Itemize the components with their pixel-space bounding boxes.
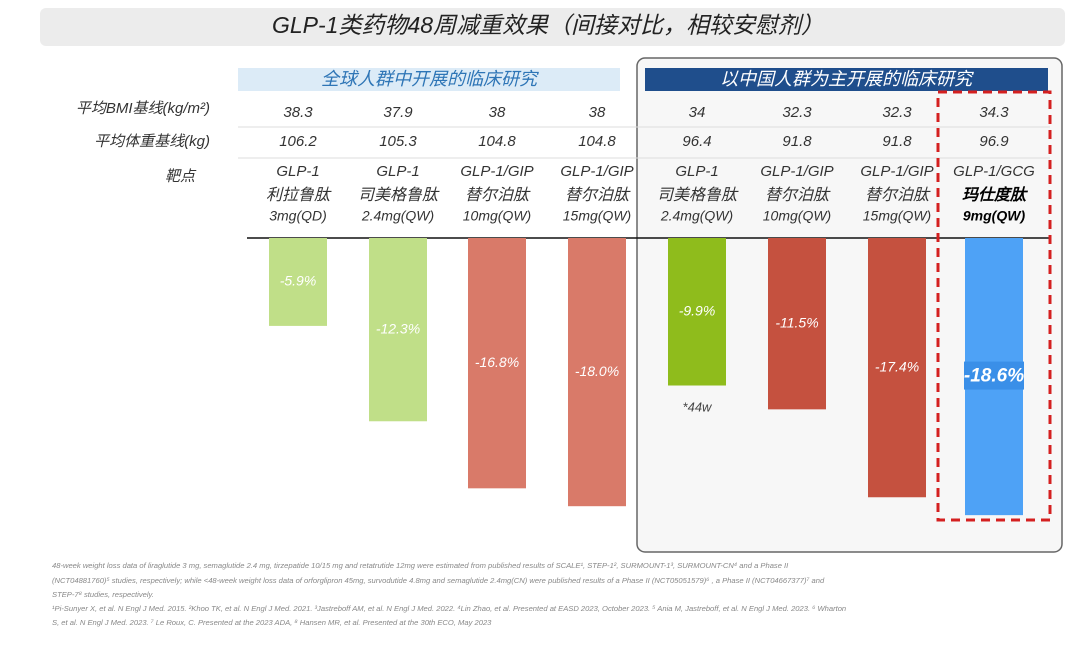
title-band [40, 8, 1065, 46]
bar [768, 238, 826, 410]
weight-cell: 105.3 [379, 133, 417, 150]
weight-cell: 96.4 [682, 133, 711, 150]
drug-name: 替尔泊肽 [765, 186, 831, 204]
drug-dose: 2.4mg(QW) [660, 208, 733, 224]
drug-name: 司美格鲁肽 [657, 186, 739, 204]
bar [369, 238, 427, 422]
target-cell: GLP-1 [376, 163, 419, 180]
value-label: -11.5% [775, 314, 818, 330]
target-cell: GLP-1/GIP [560, 163, 633, 180]
bmi-cell: 38 [589, 104, 606, 121]
bar [568, 238, 626, 507]
value-label: -18.6% [964, 366, 1024, 387]
bar [269, 238, 327, 326]
drug-name: 玛仕度肽 [962, 186, 1029, 204]
bmi-cell: 34.3 [979, 104, 1009, 121]
weight-cell: 91.8 [882, 133, 912, 150]
weight-cell: 106.2 [279, 133, 317, 150]
bar [468, 238, 526, 489]
value-label: -18.0% [575, 363, 619, 379]
target-cell: GLP-1/GIP [460, 163, 533, 180]
annotation: *44w [683, 399, 714, 414]
drug-name: 替尔泊肽 [465, 186, 531, 204]
weight-cell: 96.9 [979, 133, 1009, 150]
group-label: 全球人群中开展的临床研究 [321, 69, 539, 89]
drug-dose: 2.4mg(QW) [361, 208, 434, 224]
drug-dose: 10mg(QW) [463, 208, 531, 224]
target-cell: GLP-1/GIP [760, 163, 833, 180]
target-cell: GLP-1 [276, 163, 319, 180]
drug-dose: 3mg(QD) [269, 208, 327, 224]
row-label: 平均BMI基线(kg/m²) [76, 100, 210, 117]
bar [868, 238, 926, 498]
bmi-cell: 38.3 [283, 104, 313, 121]
bmi-cell: 37.9 [383, 104, 413, 121]
row-label: 靶点 [165, 168, 197, 185]
value-label: -16.8% [475, 354, 519, 370]
bar [668, 238, 726, 386]
weight-cell: 104.8 [578, 133, 616, 150]
group-label: 以中国人群为主开展的临床研究 [720, 69, 974, 89]
value-label: -17.4% [875, 358, 919, 374]
value-label: -12.3% [376, 320, 420, 336]
bmi-cell: 34 [689, 104, 706, 121]
drug-name: 替尔泊肽 [865, 186, 931, 204]
bmi-cell: 38 [489, 104, 506, 121]
drug-dose: 15mg(QW) [563, 208, 631, 224]
weight-cell: 104.8 [478, 133, 516, 150]
label-bg [964, 361, 1024, 390]
bmi-cell: 32.3 [782, 104, 812, 121]
drug-dose: 9mg(QW) [963, 208, 1026, 224]
target-cell: GLP-1/GCG [953, 163, 1035, 180]
group-header [645, 68, 1048, 91]
target-cell: GLP-1/GIP [860, 163, 933, 180]
value-label: -5.9% [280, 273, 317, 289]
value-label: -9.9% [679, 302, 716, 318]
footnote: (NCT04881760)⁵ studies, respectively; wh… [52, 576, 825, 585]
drug-name: 司美格鲁肽 [358, 186, 440, 204]
footnote: ¹Pi-Sunyer X, et al. N Engl J Med. 2015.… [52, 604, 846, 613]
drug-dose: 15mg(QW) [863, 208, 931, 224]
footnote: STEP-7⁸ studies, respectively. [52, 590, 154, 599]
footnote: 48-week weight loss data of liraglutide … [52, 561, 789, 570]
drug-dose: 10mg(QW) [763, 208, 831, 224]
group-box [636, 57, 1063, 553]
bmi-cell: 32.3 [882, 104, 912, 121]
target-cell: GLP-1 [675, 163, 718, 180]
chart-title: GLP-1类药物48周减重效果（间接对比，相较安慰剂） [272, 12, 824, 38]
footnote: S, et al. N Engl J Med. 2023. ⁷ Le Roux,… [52, 618, 492, 627]
group-header [238, 68, 620, 91]
drug-name: 利拉鲁肽 [266, 186, 332, 204]
drug-name: 替尔泊肽 [565, 186, 631, 204]
weight-cell: 91.8 [782, 133, 812, 150]
row-label: 平均体重基线(kg) [94, 133, 210, 150]
